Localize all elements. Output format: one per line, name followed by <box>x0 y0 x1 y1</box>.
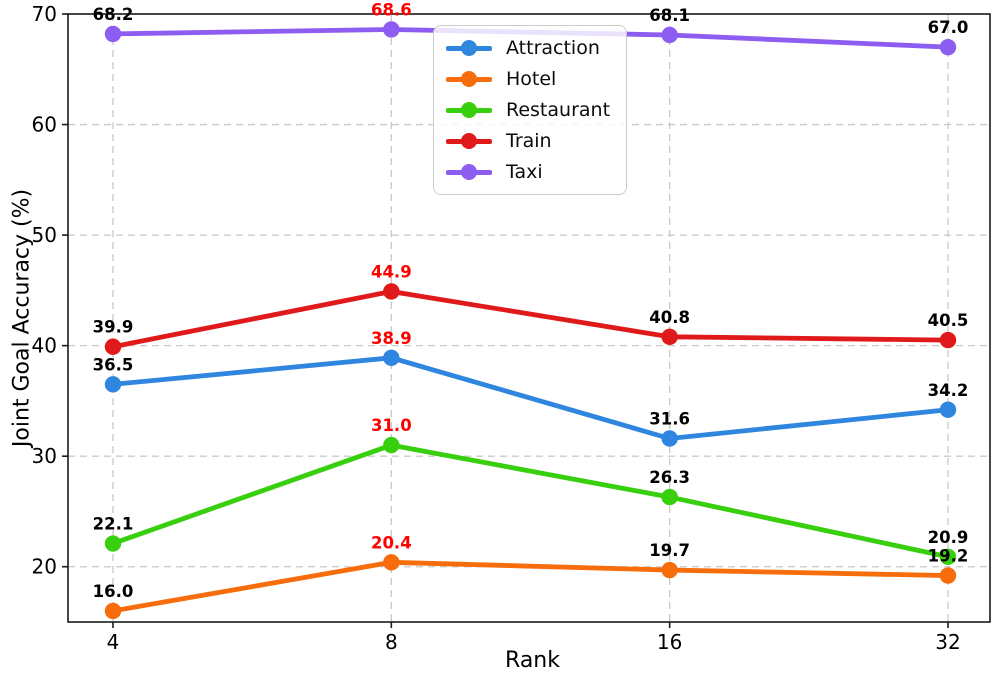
svg-text:4: 4 <box>107 630 120 654</box>
svg-text:67.0: 67.0 <box>928 18 969 37</box>
legend-label: Hotel <box>506 67 557 90</box>
svg-text:19.7: 19.7 <box>649 541 690 560</box>
legend: Attraction Hotel Restaurant Train Taxi <box>433 25 628 195</box>
svg-text:44.9: 44.9 <box>371 262 412 281</box>
legend-line-marker-icon <box>446 39 492 57</box>
svg-text:31.0: 31.0 <box>371 416 412 435</box>
svg-text:32: 32 <box>935 630 960 654</box>
svg-text:60: 60 <box>32 113 57 137</box>
tick-labels: 4 8 16 32 20 30 40 50 60 70 <box>32 2 961 654</box>
svg-text:31.6: 31.6 <box>649 409 690 428</box>
svg-text:68.2: 68.2 <box>93 5 134 24</box>
legend-item-hotel: Hotel <box>446 66 610 92</box>
series-restaurant <box>104 436 957 565</box>
legend-label: Attraction <box>506 36 600 59</box>
ticks <box>62 13 949 628</box>
svg-text:16.0: 16.0 <box>93 582 134 601</box>
svg-text:68.1: 68.1 <box>649 6 690 25</box>
svg-text:50: 50 <box>32 223 57 247</box>
svg-text:20.9: 20.9 <box>928 528 969 547</box>
svg-text:22.1: 22.1 <box>93 515 134 534</box>
y-axis-label: Joint Goal Accuracy (%) <box>9 188 35 448</box>
svg-text:40.8: 40.8 <box>649 308 690 327</box>
legend-label: Taxi <box>506 160 543 183</box>
svg-text:8: 8 <box>385 630 398 654</box>
series-hotel <box>104 554 957 620</box>
legend-line-marker-icon <box>446 101 492 119</box>
svg-text:30: 30 <box>32 444 57 468</box>
x-axis-label: Rank <box>505 648 560 673</box>
legend-line-marker-icon <box>446 70 492 88</box>
legend-label: Train <box>506 129 552 152</box>
legend-line-marker-icon <box>446 163 492 181</box>
svg-text:38.9: 38.9 <box>371 329 412 348</box>
svg-text:40.5: 40.5 <box>928 311 969 330</box>
series-train <box>104 283 957 355</box>
svg-text:20: 20 <box>32 555 57 579</box>
legend-line-marker-icon <box>446 132 492 150</box>
plot-border <box>67 13 991 623</box>
legend-item-restaurant: Restaurant <box>446 97 610 123</box>
series-attraction <box>104 349 957 447</box>
legend-label: Restaurant <box>506 98 611 121</box>
svg-text:19.2: 19.2 <box>928 547 969 566</box>
data-labels: 36.5 38.9 31.6 34.2 16.0 20.4 19.7 19.2 22.1 31.0… <box>93 0 969 600</box>
svg-text:20.4: 20.4 <box>371 533 412 552</box>
svg-text:70: 70 <box>32 2 57 26</box>
svg-text:68.6: 68.6 <box>371 0 412 19</box>
legend-item-train: Train <box>446 128 610 154</box>
svg-text:36.5: 36.5 <box>93 355 134 374</box>
svg-text:26.3: 26.3 <box>649 468 690 487</box>
svg-text:34.2: 34.2 <box>928 381 969 400</box>
legend-item-attraction: Attraction <box>446 35 610 61</box>
svg-text:40: 40 <box>32 334 57 358</box>
legend-item-taxi: Taxi <box>446 159 610 185</box>
svg-text:39.9: 39.9 <box>93 318 134 337</box>
svg-text:16: 16 <box>657 630 682 654</box>
